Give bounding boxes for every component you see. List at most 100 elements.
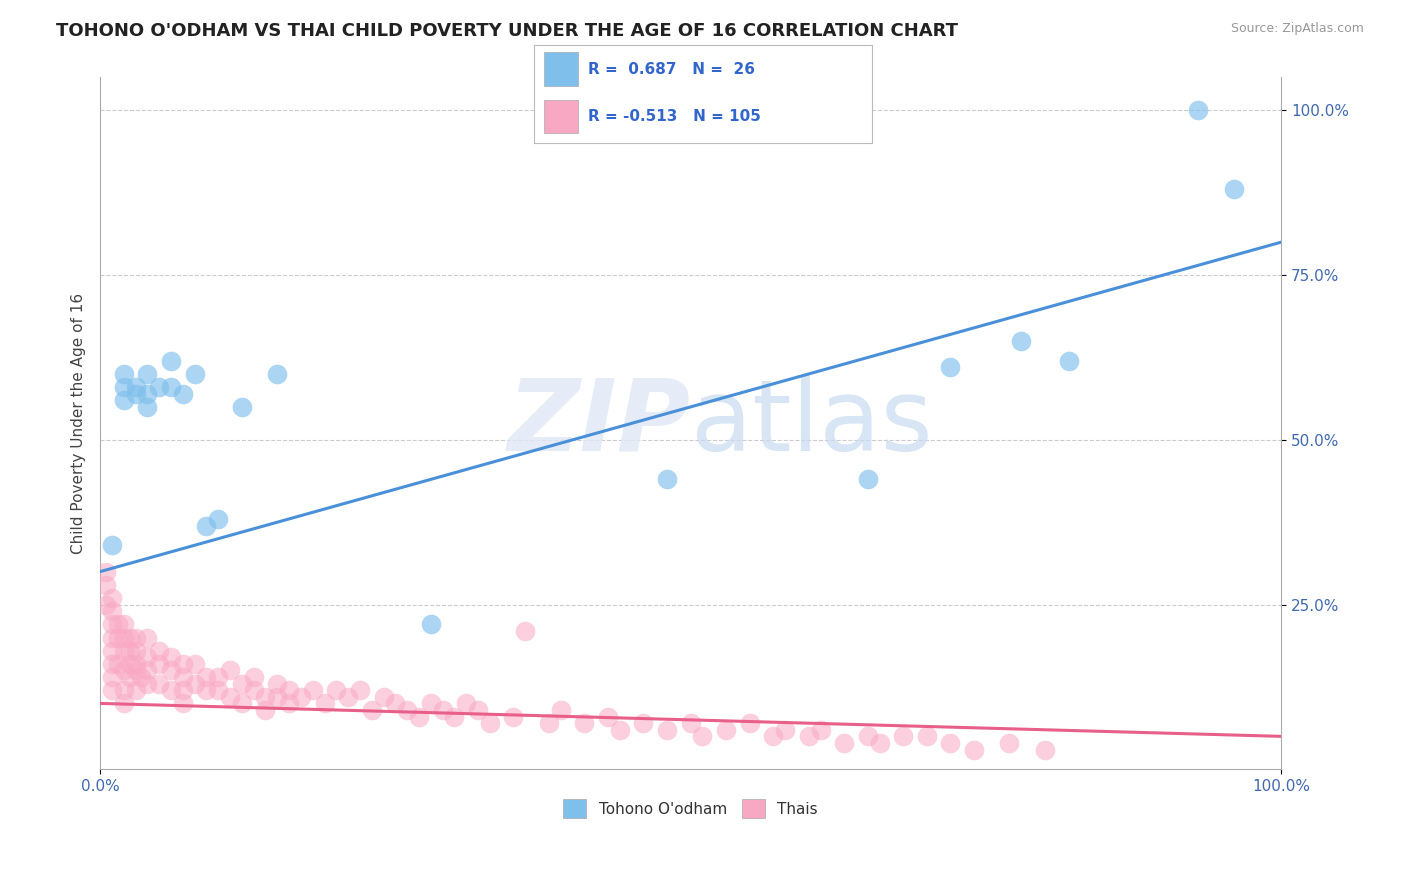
- Point: [360, 703, 382, 717]
- Point: [136, 676, 159, 690]
- Point: [373, 690, 395, 704]
- Point: [101, 617, 124, 632]
- Point: [1223, 182, 1246, 196]
- Point: [574, 716, 596, 731]
- Point: [112, 380, 135, 394]
- Point: [101, 538, 124, 552]
- Point: [112, 367, 135, 381]
- Point: [314, 697, 336, 711]
- Point: [337, 690, 360, 704]
- Point: [231, 400, 253, 414]
- Point: [107, 657, 129, 671]
- Point: [131, 670, 153, 684]
- Point: [124, 631, 146, 645]
- Point: [112, 664, 135, 678]
- Text: atlas: atlas: [690, 375, 932, 472]
- Point: [101, 657, 124, 671]
- Point: [112, 631, 135, 645]
- Point: [679, 716, 702, 731]
- Point: [254, 703, 277, 717]
- Point: [773, 723, 796, 737]
- Text: Source: ZipAtlas.com: Source: ZipAtlas.com: [1230, 22, 1364, 36]
- Point: [136, 386, 159, 401]
- Point: [207, 683, 229, 698]
- Point: [762, 730, 785, 744]
- Text: ZIP: ZIP: [508, 375, 690, 472]
- Point: [939, 360, 962, 375]
- Point: [596, 709, 619, 723]
- Point: [738, 716, 761, 731]
- Point: [183, 657, 205, 671]
- Point: [112, 683, 135, 698]
- Point: [112, 617, 135, 632]
- Point: [124, 643, 146, 657]
- Bar: [544, 53, 578, 86]
- Point: [101, 643, 124, 657]
- Point: [101, 670, 124, 684]
- Point: [101, 604, 124, 618]
- Point: [254, 690, 277, 704]
- Point: [112, 393, 135, 408]
- Legend: Tohono O'odham, Thais: Tohono O'odham, Thais: [557, 793, 824, 824]
- Point: [408, 709, 430, 723]
- Point: [160, 683, 183, 698]
- Point: [172, 697, 194, 711]
- Point: [692, 730, 714, 744]
- Point: [891, 730, 914, 744]
- Point: [101, 683, 124, 698]
- Point: [207, 670, 229, 684]
- Point: [856, 730, 879, 744]
- Point: [148, 380, 170, 394]
- Point: [396, 703, 419, 717]
- Point: [515, 624, 537, 638]
- Point: [136, 400, 159, 414]
- Point: [467, 703, 489, 717]
- Text: TOHONO O'ODHAM VS THAI CHILD POVERTY UNDER THE AGE OF 16 CORRELATION CHART: TOHONO O'ODHAM VS THAI CHILD POVERTY UND…: [56, 22, 959, 40]
- Point: [869, 736, 891, 750]
- Point: [290, 690, 312, 704]
- Point: [101, 591, 124, 605]
- Point: [419, 617, 441, 632]
- Point: [266, 676, 288, 690]
- Point: [160, 650, 183, 665]
- Point: [242, 683, 264, 698]
- Point: [112, 643, 135, 657]
- Point: [195, 518, 218, 533]
- Point: [1057, 353, 1080, 368]
- Point: [278, 697, 301, 711]
- Point: [443, 709, 465, 723]
- Point: [550, 703, 572, 717]
- Point: [325, 683, 347, 698]
- Point: [118, 670, 141, 684]
- Point: [856, 472, 879, 486]
- Point: [160, 664, 183, 678]
- Point: [432, 703, 454, 717]
- Point: [118, 657, 141, 671]
- Point: [266, 367, 288, 381]
- Point: [714, 723, 737, 737]
- Point: [124, 386, 146, 401]
- Bar: [544, 100, 578, 133]
- Point: [183, 676, 205, 690]
- Point: [172, 657, 194, 671]
- Point: [810, 723, 832, 737]
- Point: [1187, 103, 1209, 118]
- Point: [231, 697, 253, 711]
- Point: [242, 670, 264, 684]
- Point: [478, 716, 501, 731]
- Point: [419, 697, 441, 711]
- Point: [172, 683, 194, 698]
- Point: [148, 643, 170, 657]
- Point: [278, 683, 301, 698]
- Point: [107, 631, 129, 645]
- Point: [118, 643, 141, 657]
- Point: [148, 657, 170, 671]
- Text: R = -0.513   N = 105: R = -0.513 N = 105: [588, 109, 761, 124]
- Point: [655, 723, 678, 737]
- Point: [136, 631, 159, 645]
- Point: [172, 386, 194, 401]
- Point: [655, 472, 678, 486]
- Point: [219, 664, 242, 678]
- Point: [124, 657, 146, 671]
- Point: [915, 730, 938, 744]
